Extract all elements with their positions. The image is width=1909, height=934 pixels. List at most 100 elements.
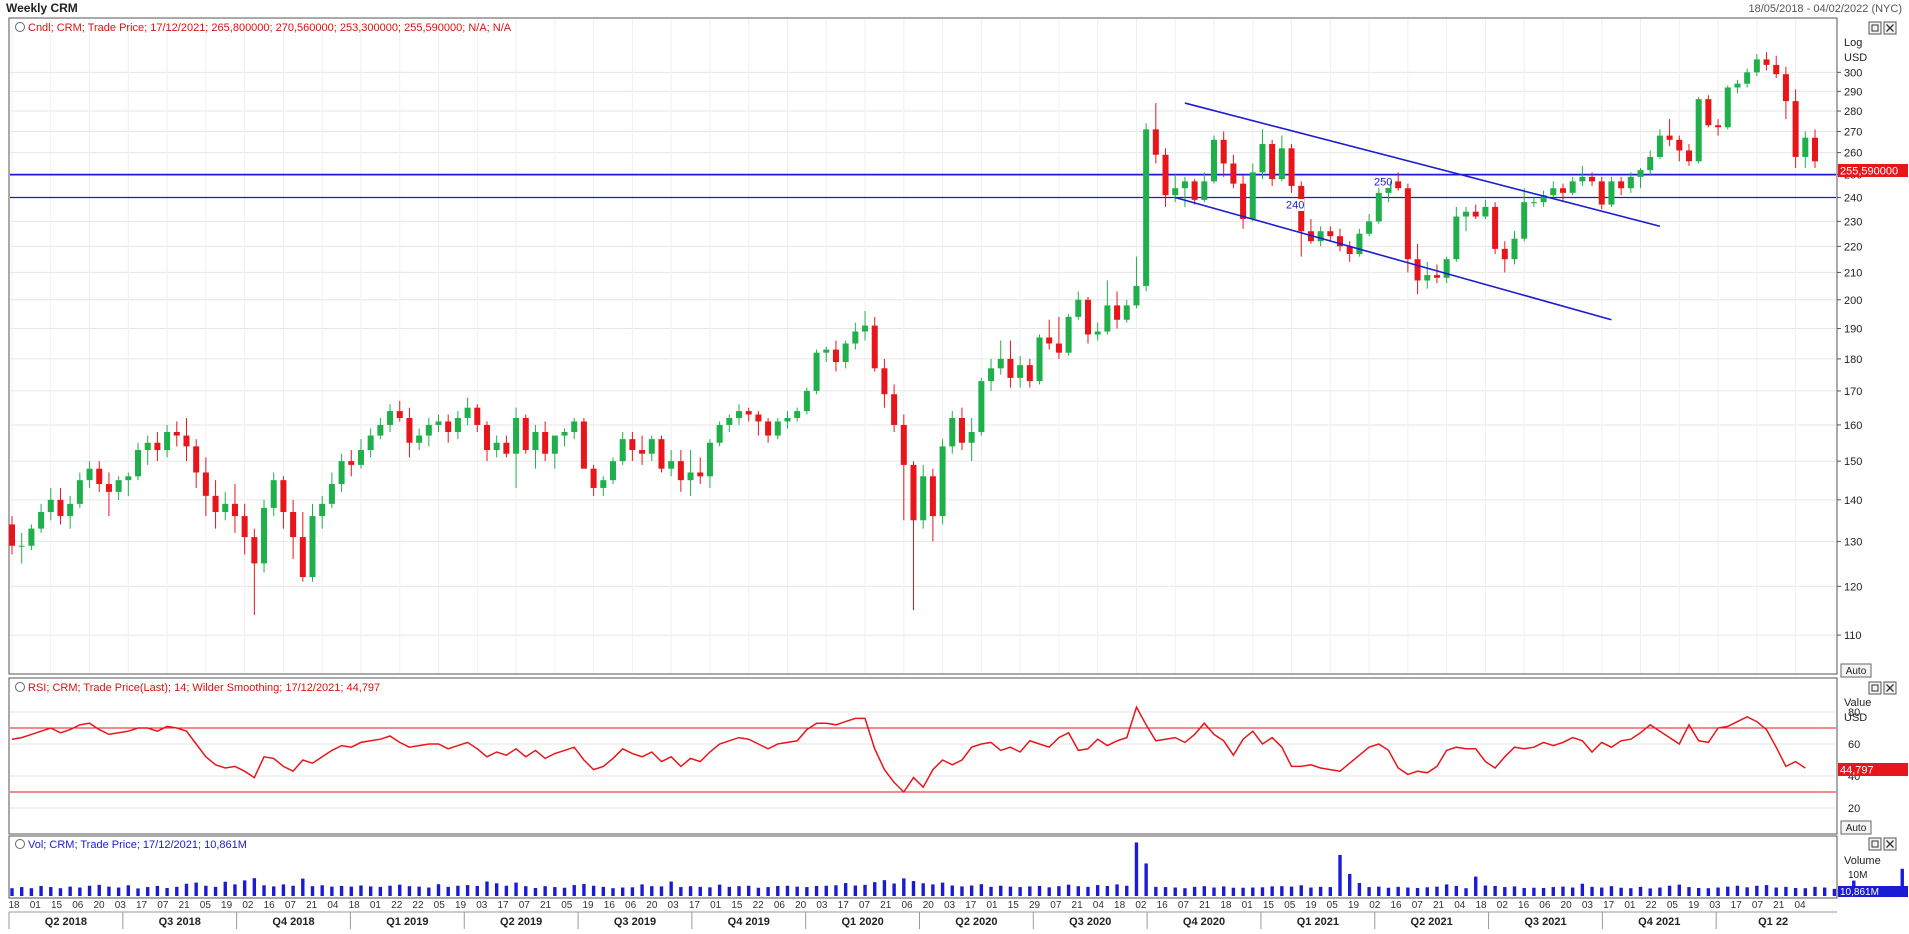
volume-bar [1774, 887, 1778, 896]
volume-bar [1095, 885, 1100, 896]
candle-body [551, 435, 558, 454]
volume-restore-button[interactable] [1868, 837, 1882, 851]
volume-bar [1726, 886, 1730, 896]
candle-body [454, 417, 461, 432]
volume-bar [1357, 883, 1362, 896]
time-tick-label: 18 [1114, 900, 1126, 911]
candle-body [1395, 181, 1402, 189]
quarter-label: Q3 2018 [159, 916, 201, 928]
volume-bar [146, 887, 150, 896]
candle-body [1482, 206, 1489, 217]
time-tick-label: 03 [1582, 900, 1594, 911]
volume-bar [272, 886, 276, 896]
candle-body [1501, 248, 1508, 260]
time-tick-label: 06 [774, 900, 786, 911]
volume-bar [659, 886, 664, 896]
candle-body [532, 431, 539, 451]
candle-body [357, 450, 364, 465]
volume-bar [1522, 887, 1526, 896]
candle-body [261, 507, 268, 564]
price-tick-label: 160 [1844, 420, 1862, 432]
volume-bar [58, 888, 63, 896]
volume-bar [485, 881, 489, 896]
time-tick-label: 16 [604, 900, 616, 911]
candle-body [832, 349, 839, 363]
volume-bar [1076, 886, 1080, 896]
volume-bar [330, 886, 334, 896]
volume-bar [940, 882, 945, 896]
restore-icon [1871, 24, 1879, 32]
price-legend-toggle-icon[interactable] [15, 22, 25, 32]
candle-body [1666, 135, 1673, 140]
rsi-line [11, 705, 1806, 794]
candle-body [1802, 137, 1809, 157]
volume-bar [1047, 887, 1051, 896]
volume-bar [39, 885, 43, 896]
time-tick-label: 03 [1709, 900, 1721, 911]
price-tick-label: 220 [1844, 241, 1862, 253]
quarter-label: Q2 2020 [955, 916, 997, 928]
time-tick-label: 05 [1327, 900, 1339, 911]
price-axis-title-log: Log [1844, 37, 1862, 49]
candle-body [328, 484, 335, 504]
volume-bar [359, 885, 363, 896]
candle-body [280, 480, 287, 512]
candle-body [135, 450, 142, 477]
candle-body [697, 472, 704, 477]
candle-body [1017, 365, 1024, 378]
volume-bar [291, 885, 295, 896]
candle-body [648, 439, 655, 454]
time-tick-label: 02 [1497, 900, 1509, 911]
volume-bar [398, 884, 402, 896]
price-restore-button[interactable] [1868, 21, 1882, 35]
volume-bar [533, 887, 538, 896]
candle-body [231, 503, 238, 517]
volume-bar [1415, 887, 1420, 896]
candle-body [580, 421, 587, 469]
time-tick-label: 17 [497, 900, 509, 911]
candle-body [396, 411, 403, 418]
price-tick-label: 280 [1844, 106, 1862, 118]
volume-bar [863, 884, 867, 896]
volume-bar [1212, 887, 1216, 896]
candle-body [1627, 176, 1634, 189]
volume-bar [1241, 887, 1245, 896]
candle-body [997, 358, 1004, 369]
hline-250-label-bg [1368, 176, 1390, 188]
candle-body [202, 472, 209, 496]
rsi-axis-title-value: Value [1844, 697, 1871, 709]
candle-body [1278, 148, 1285, 180]
rsi-grid [10, 711, 1836, 809]
volume-bar [456, 885, 460, 896]
volume-bar [1784, 886, 1788, 896]
volume-legend-text: Vol; CRM; Trade Price; 17/12/2021; 10,86… [28, 839, 247, 851]
price-auto-button[interactable] [1840, 663, 1872, 678]
candle-body [871, 325, 878, 369]
volume-bar [650, 886, 654, 896]
rsi-restore-button[interactable] [1868, 681, 1882, 695]
rsi-legend-toggle-icon[interactable] [15, 682, 25, 692]
volume-series [10, 842, 1904, 896]
time-tick-label: 20 [93, 900, 105, 911]
quarter-label: Q3 2019 [614, 916, 656, 928]
candle-body [173, 431, 180, 436]
rsi-panel-buttons [1868, 681, 1897, 695]
time-tick-label: 07 [157, 900, 169, 911]
candle-body [1433, 275, 1440, 278]
last-volume-tag [1838, 886, 1908, 897]
candle-body [1288, 148, 1295, 186]
quarter-label: Q4 2020 [1183, 916, 1225, 928]
time-tick-label: 19 [1305, 900, 1317, 911]
time-tick-label: 21 [1072, 900, 1084, 911]
support-lines [10, 173, 1836, 199]
volume-bar [553, 887, 557, 896]
candle-body [222, 503, 229, 512]
candle-body [435, 421, 442, 425]
volume-legend-toggle-icon[interactable] [15, 839, 25, 849]
candle-body [483, 424, 490, 451]
volume-bar [1318, 886, 1323, 896]
candle-body [154, 442, 161, 451]
candle-body [503, 442, 510, 454]
rsi-auto-button[interactable] [1840, 820, 1872, 835]
